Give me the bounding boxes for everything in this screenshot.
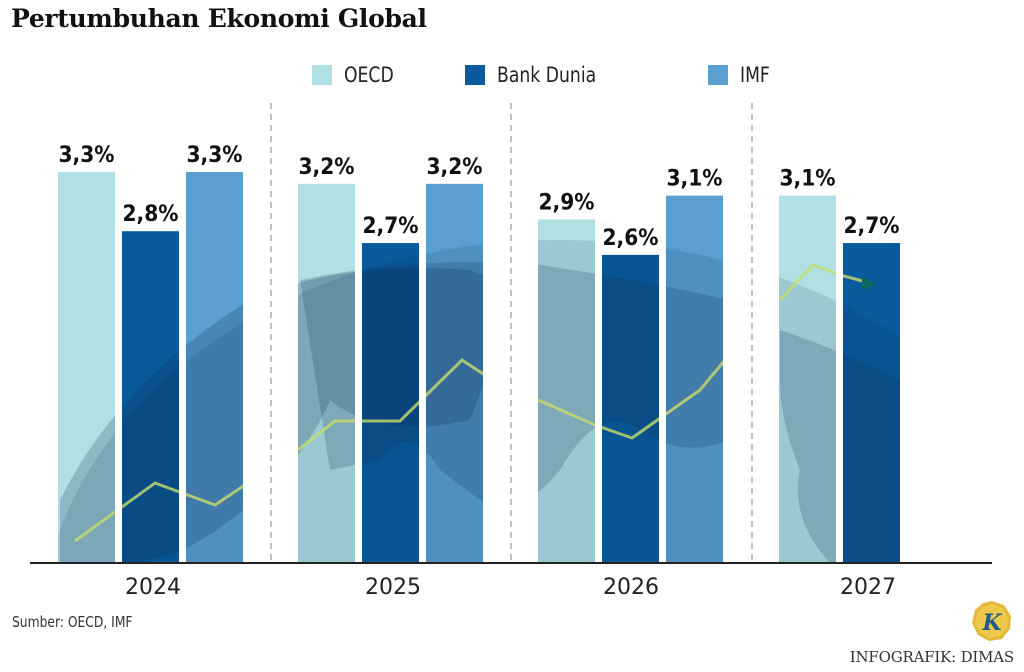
value-label: 3,3% xyxy=(187,143,243,168)
value-label: 3,2% xyxy=(299,155,355,180)
kontan-logo-icon: K xyxy=(972,601,1011,641)
x-tick-label: 2027 xyxy=(840,575,896,600)
value-label: 3,1% xyxy=(780,167,836,192)
bar-bank-dunia-2026 xyxy=(602,254,659,563)
bar-oecd-2027 xyxy=(779,195,836,563)
bar-imf-2026 xyxy=(666,195,723,563)
value-labels: 3,3% 2,8% 3,3% 3,2% 2,7% 3,2% 2,9% 2,6% 3,1% 3,1%… xyxy=(59,143,900,251)
legend-item-bank-dunia: Bank Dunia xyxy=(464,63,618,87)
value-label: 3,1% xyxy=(667,167,723,192)
legend-label-oecd: OECD xyxy=(344,63,394,87)
arrow-icon xyxy=(862,276,876,291)
legend-swatch-oecd xyxy=(312,65,332,85)
value-label: 2,8% xyxy=(123,202,179,227)
legend-label-imf: IMF xyxy=(739,63,770,87)
x-tick-label: 2024 xyxy=(125,575,181,600)
legend-swatch-bank-dunia xyxy=(464,65,485,85)
bar-oecd-2024 xyxy=(58,171,115,563)
value-label: 2,6% xyxy=(603,226,659,251)
legend-label-bank-dunia: Bank Dunia xyxy=(496,63,596,87)
x-tick-labels: 2024 2025 2026 2027 xyxy=(125,575,896,600)
trend-line xyxy=(297,358,501,452)
legend-swatch-imf xyxy=(707,65,728,85)
bar-bank-dunia-2025 xyxy=(362,243,419,564)
chart-legend: OECD Bank Dunia IMF xyxy=(312,63,820,87)
trend-line xyxy=(778,263,871,302)
legend-item-imf: IMF xyxy=(707,63,776,87)
value-label: 2,9% xyxy=(539,190,595,215)
bar-bank-dunia-2027 xyxy=(843,243,900,564)
bar-imf-2025 xyxy=(426,183,483,564)
source-note: Sumber: OECD, IMF xyxy=(12,613,133,631)
value-label: 3,2% xyxy=(427,155,483,180)
value-label: 2,7% xyxy=(363,214,419,239)
bar-oecd-2026 xyxy=(538,219,595,563)
bar-oecd-2025 xyxy=(298,183,355,564)
chart-title: Pertumbuhan Ekonomi Global xyxy=(11,4,427,33)
x-tick-label: 2026 xyxy=(603,575,659,600)
trend-line xyxy=(537,359,727,440)
infographic-credit: INFOGRAFIK: DIMAS xyxy=(849,648,1014,666)
bars xyxy=(58,171,900,564)
value-label: 3,3% xyxy=(59,143,115,168)
value-label: 2,7% xyxy=(844,214,900,239)
globe-icon xyxy=(58,240,900,564)
x-tick-label: 2025 xyxy=(365,575,421,600)
logo-letter: K xyxy=(981,610,1002,636)
legend-item-oecd: OECD xyxy=(312,63,405,87)
bar-bank-dunia-2024 xyxy=(122,231,179,563)
